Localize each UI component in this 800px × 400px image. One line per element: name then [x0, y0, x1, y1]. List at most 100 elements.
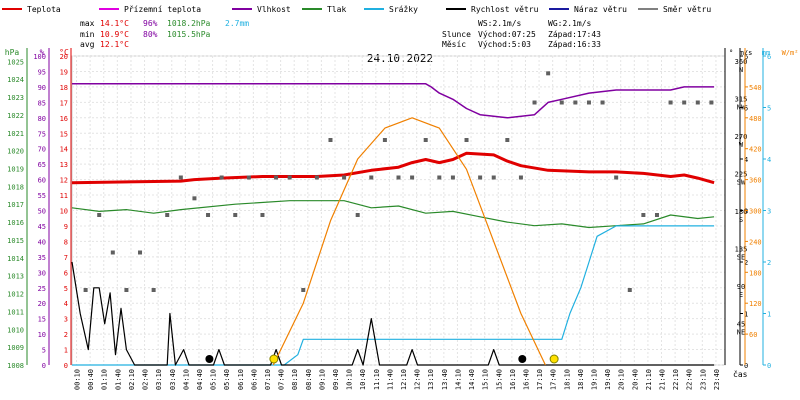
- series-rychlost-v-tru: [71, 261, 715, 366]
- hpa-axis-tick: 1021: [7, 130, 24, 138]
- direction-axis-tick-dir: N: [739, 66, 743, 74]
- wm2-axis-tick: 60: [749, 331, 757, 339]
- wm2-axis-unit: W/m²: [782, 49, 799, 57]
- mm-axis-unit: mm: [762, 49, 770, 57]
- wind-direction-point: [709, 100, 714, 105]
- wind-direction-point: [314, 175, 319, 180]
- percent-axis-tick: 75: [38, 130, 46, 138]
- x-tick-label: 17:40: [550, 369, 558, 390]
- wind-direction-point: [546, 71, 551, 76]
- wind-direction-point: [274, 175, 279, 180]
- wind-direction-point: [219, 175, 224, 180]
- wind-direction-point: [573, 100, 578, 105]
- x-tick-label: 03:40: [169, 369, 177, 390]
- wind-direction-point: [505, 138, 510, 142]
- celsius-axis-tick: 1: [64, 347, 68, 355]
- stats-sun-set: Západ:17:43: [548, 30, 601, 39]
- direction-axis-tick-deg: 180: [735, 208, 748, 216]
- x-tick-label: 13:40: [441, 369, 449, 390]
- x-tick-label: 08:10: [291, 369, 299, 390]
- celsius-axis-tick: 18: [60, 84, 68, 92]
- stats-min-hum: 80%: [143, 30, 158, 39]
- x-tick-label: 20:10: [618, 369, 626, 390]
- legend-label: Náraz větru: [574, 5, 627, 14]
- wind-direction-point: [437, 175, 442, 180]
- celsius-axis-tick: 13: [60, 161, 68, 169]
- ms-axis-unit: m/s: [740, 49, 753, 57]
- mm-axis-tick: 2: [767, 259, 771, 267]
- x-tick-label: 10:40: [359, 369, 367, 390]
- celsius-axis-tick: 5: [64, 285, 68, 293]
- hpa-axis-tick: 1009: [7, 344, 24, 352]
- wind-direction-point: [342, 175, 347, 180]
- wind-direction-point: [518, 175, 523, 180]
- legend-label: Teplota: [27, 5, 61, 14]
- x-tick-label: 11:10: [373, 369, 381, 390]
- celsius-axis-tick: 3: [64, 316, 68, 324]
- percent-axis-tick: 70: [38, 146, 46, 154]
- wm2-axis-tick: 540: [749, 84, 762, 92]
- percent-axis-tick: 80: [38, 115, 46, 123]
- x-tick-label: 03:10: [155, 369, 163, 390]
- stats-min-temp: 10.9°C: [100, 30, 129, 39]
- wm2-axis-tick: 300: [749, 208, 762, 216]
- hpa-axis-tick: 1014: [7, 255, 24, 263]
- x-tick-label: 14:40: [468, 369, 476, 390]
- x-tick-label: 18:40: [577, 369, 585, 390]
- wind-direction-point: [464, 138, 469, 142]
- x-axis-label: čas: [733, 369, 748, 379]
- hpa-axis-tick: 1022: [7, 112, 24, 120]
- hpa-axis-tick: 1010: [7, 326, 24, 334]
- wind-direction-point: [151, 288, 156, 292]
- celsius-axis-tick: 7: [64, 254, 68, 262]
- ms-axis-tick: 1: [744, 311, 748, 319]
- percent-axis-unit: %: [40, 48, 45, 57]
- x-tick-label: 00:40: [87, 369, 95, 390]
- hpa-axis-tick: 1019: [7, 166, 24, 174]
- x-tick-label: 07:40: [278, 369, 286, 390]
- percent-axis-tick: 90: [38, 84, 46, 92]
- legend-label: Srážky: [389, 5, 418, 14]
- percent-axis-tick: 40: [38, 238, 46, 246]
- x-tick-label: 18:10: [563, 369, 571, 390]
- wind-direction-point: [627, 288, 632, 292]
- wm2-axis-tick: 420: [749, 146, 762, 154]
- celsius-axis-tick: 11: [60, 192, 68, 200]
- celsius-axis-tick: 9: [64, 223, 68, 231]
- hpa-axis-tick: 1017: [7, 201, 24, 209]
- direction-axis-tick-deg: 360: [735, 58, 748, 66]
- ms-axis-tick: 6: [744, 53, 748, 61]
- ms-axis-tick: 5: [744, 105, 748, 113]
- stats-avg-label: avg: [80, 40, 95, 49]
- chart-title: 24.10.2022: [367, 52, 433, 65]
- percent-axis-tick: 20: [38, 300, 46, 308]
- wind-direction-point: [192, 196, 197, 201]
- hpa-axis-tick: 1024: [7, 76, 24, 84]
- wind-direction-point: [641, 213, 646, 217]
- direction-axis-tick-dir: W: [739, 141, 744, 149]
- celsius-axis-tick: 12: [60, 177, 68, 185]
- percent-axis-tick: 55: [38, 192, 46, 200]
- wind-direction-point: [178, 175, 183, 180]
- percent-axis-tick: 10: [38, 331, 46, 339]
- x-tick-label: 20:40: [631, 369, 639, 390]
- wind-direction-point: [410, 175, 415, 180]
- mm-axis-tick: 0: [767, 362, 771, 370]
- direction-axis-tick-dir: S: [739, 216, 743, 224]
- wind-direction-point: [396, 175, 401, 180]
- mm-axis-tick: 5: [767, 105, 771, 113]
- wm2-axis-tick: 240: [749, 238, 762, 246]
- percent-axis-tick: 85: [38, 99, 46, 107]
- wind-direction-point: [124, 288, 129, 292]
- wind-direction-point: [287, 175, 292, 180]
- hpa-axis-tick: 1012: [7, 291, 24, 299]
- x-tick-label: 13:10: [427, 369, 435, 390]
- hpa-axis-tick: 1011: [7, 308, 24, 316]
- wind-direction-point: [355, 213, 360, 217]
- direction-axis-tick-deg: 90: [737, 283, 745, 291]
- wind-direction-point: [600, 100, 605, 105]
- stats-moon-rise: Východ:5:03: [478, 40, 531, 49]
- x-tick-label: 02:10: [128, 369, 136, 390]
- direction-axis-tick-dir: SE: [737, 254, 745, 262]
